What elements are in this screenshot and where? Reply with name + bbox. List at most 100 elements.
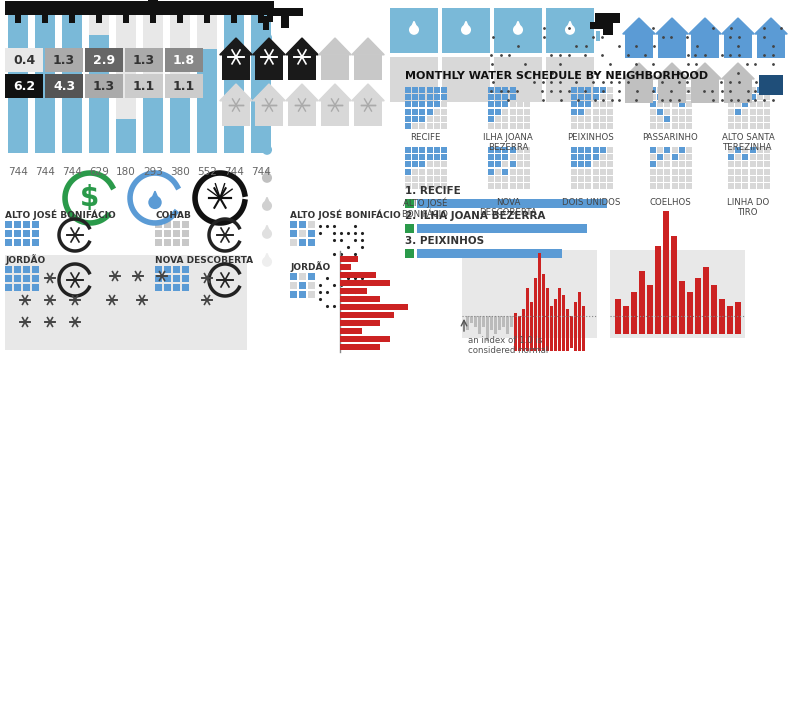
Bar (173, 266, 180, 273)
Bar (678, 123, 685, 129)
Bar (586, 116, 591, 122)
Bar (600, 147, 606, 153)
Text: 380: 380 (170, 167, 190, 177)
Bar (155, 230, 162, 237)
Bar (32, 284, 39, 291)
Bar (517, 147, 523, 153)
Bar (558, 316, 561, 351)
Bar (340, 304, 408, 310)
Circle shape (565, 25, 575, 35)
Bar (89, 13, 109, 35)
Bar (197, 49, 217, 153)
Bar (658, 79, 686, 103)
Bar (672, 87, 678, 93)
Bar (434, 123, 440, 129)
Bar (735, 154, 742, 160)
Bar (405, 249, 414, 258)
Bar (678, 94, 685, 101)
Bar (308, 282, 315, 289)
Circle shape (409, 25, 419, 35)
Bar (170, 81, 190, 153)
Bar (600, 123, 606, 129)
Bar (764, 87, 770, 93)
Bar (600, 108, 606, 115)
Circle shape (262, 88, 272, 99)
Text: DOIS UNIDOS: DOIS UNIDOS (562, 198, 620, 207)
Bar (664, 101, 670, 108)
Text: 744: 744 (62, 167, 82, 177)
Bar (724, 79, 752, 103)
Bar (125, 48, 163, 72)
Bar (578, 123, 584, 129)
Bar (578, 108, 584, 115)
Bar (495, 183, 501, 189)
Bar (5, 48, 43, 72)
Bar (495, 147, 501, 153)
Bar (419, 116, 426, 122)
Text: 2.9: 2.9 (93, 54, 115, 67)
Bar (600, 183, 606, 189)
Bar (554, 316, 557, 351)
Bar (658, 116, 663, 122)
Bar (686, 154, 692, 160)
Bar (426, 183, 433, 189)
Bar (494, 316, 497, 333)
Bar (419, 87, 426, 93)
Bar (586, 183, 591, 189)
Bar (658, 176, 663, 182)
Bar (340, 296, 380, 302)
Bar (426, 154, 433, 160)
Bar (593, 154, 598, 160)
Bar (405, 169, 411, 175)
Bar (686, 101, 692, 108)
Bar (586, 123, 591, 129)
Bar (255, 101, 283, 126)
Bar (750, 176, 755, 182)
Bar (182, 230, 189, 237)
Bar (593, 123, 598, 129)
Bar (546, 316, 549, 351)
Bar (498, 316, 501, 330)
Bar (474, 316, 477, 326)
Bar (727, 305, 733, 333)
Bar (607, 101, 613, 108)
Bar (510, 116, 516, 122)
Bar (290, 282, 297, 289)
Bar (502, 123, 509, 129)
Bar (419, 169, 426, 175)
Bar (495, 108, 501, 115)
Bar (542, 316, 545, 351)
Bar (321, 55, 349, 80)
Bar (562, 295, 565, 316)
Bar (426, 123, 433, 129)
Bar (441, 94, 447, 101)
Bar (664, 161, 670, 167)
Bar (664, 183, 670, 189)
Bar (290, 230, 297, 237)
Bar (728, 123, 734, 129)
Polygon shape (566, 21, 574, 30)
Bar (45, 48, 83, 72)
Polygon shape (462, 21, 470, 30)
Bar (96, 13, 102, 23)
Bar (686, 123, 692, 129)
Text: COELHOS: COELHOS (649, 198, 691, 207)
Bar (650, 87, 656, 93)
Bar (658, 183, 663, 189)
Bar (488, 147, 494, 153)
Text: RECIFE: RECIFE (410, 133, 440, 142)
Bar (510, 169, 516, 175)
Bar (764, 169, 770, 175)
Bar (510, 154, 516, 160)
Bar (750, 147, 755, 153)
Bar (607, 108, 613, 115)
Bar (412, 94, 418, 101)
Bar (405, 183, 411, 189)
Polygon shape (263, 30, 270, 38)
Text: 1.3: 1.3 (133, 54, 155, 67)
Bar (593, 87, 598, 93)
Polygon shape (263, 86, 270, 93)
Bar (42, 13, 48, 23)
Bar (530, 316, 533, 351)
Text: ALTO JOSÉ BONIFÁCIO: ALTO JOSÉ BONIFÁCIO (290, 210, 401, 220)
